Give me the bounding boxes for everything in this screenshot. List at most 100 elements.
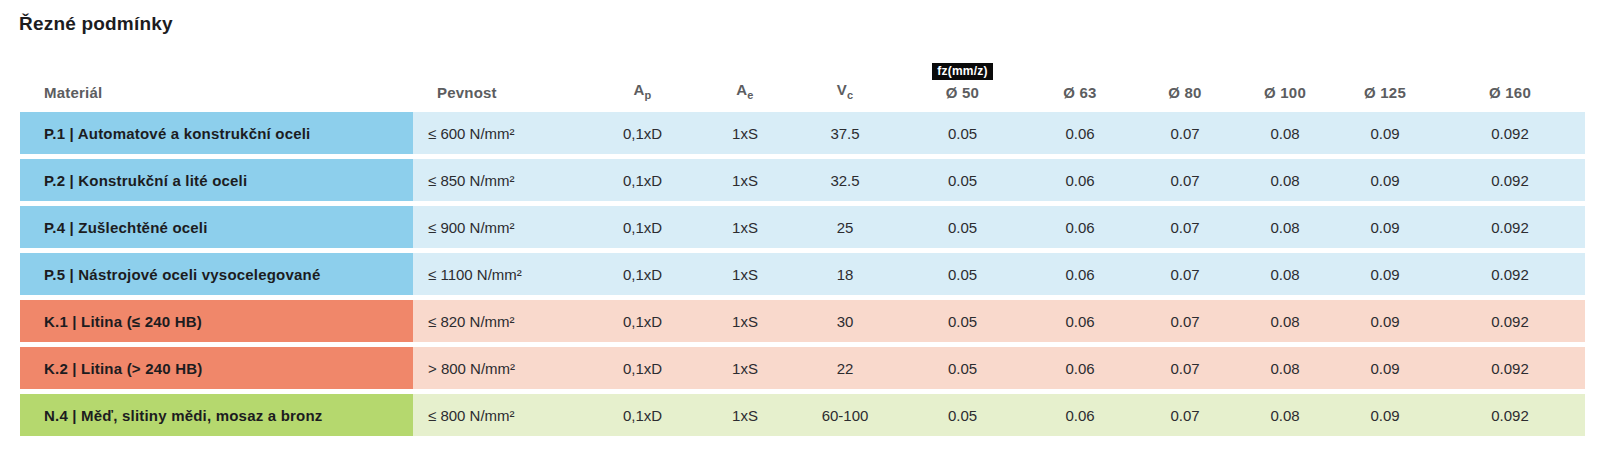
table-row: K.1 | Litina (≤ 240 HB)≤ 820 N/mm²0,1xD1…: [20, 300, 1601, 342]
ae-cell: 1xS: [700, 112, 790, 154]
table-row: P.1 | Automatové a konstrukční oceli≤ 60…: [20, 112, 1601, 154]
column-header-d160: Ø 160: [1489, 84, 1531, 104]
fz-cell: 0.08: [1235, 300, 1335, 342]
vc-cell: 25: [790, 206, 900, 248]
fz-cell: 0.092: [1435, 394, 1585, 436]
ap-sub: p: [645, 89, 652, 101]
fz-cell: 0.092: [1435, 253, 1585, 295]
fz-cell: 0.07: [1135, 159, 1235, 201]
vc-cell: 22: [790, 347, 900, 389]
column-header-pevnost: Pevnost: [413, 84, 497, 104]
fz-cell: 0.08: [1235, 159, 1335, 201]
fz-cell: 0.06: [1025, 206, 1135, 248]
ae-cell: 1xS: [700, 347, 790, 389]
fz-cell: 0.06: [1025, 347, 1135, 389]
fz-cell: 0.07: [1135, 112, 1235, 154]
ap-cell: 0,1xD: [585, 347, 700, 389]
ap-cell: 0,1xD: [585, 300, 700, 342]
column-header-d50: fz(mm/z) Ø 50: [932, 63, 992, 104]
column-header-d63: Ø 63: [1063, 84, 1096, 104]
fz-cell: 0.092: [1435, 159, 1585, 201]
fz-cell: 0.05: [900, 300, 1025, 342]
fz-cell: 0.08: [1235, 112, 1335, 154]
table-row: P.5 | Nástrojové oceli vysocelegované≤ 1…: [20, 253, 1601, 295]
d50-label: Ø 50: [946, 84, 979, 101]
fz-cell: 0.07: [1135, 206, 1235, 248]
fz-cell: 0.09: [1335, 112, 1435, 154]
vc-cell: 30: [790, 300, 900, 342]
page-title: Řezné podmínky: [19, 12, 1601, 36]
vc-cell: 32.5: [790, 159, 900, 201]
fz-cell: 0.08: [1235, 253, 1335, 295]
ae-sub: e: [747, 89, 753, 101]
material-cell: P.4 | Zušlechtěné oceli: [20, 206, 413, 248]
column-header-material: Materiál: [20, 84, 102, 104]
ae-cell: 1xS: [700, 206, 790, 248]
column-header-d100: Ø 100: [1264, 84, 1306, 104]
fz-cell: 0.05: [900, 394, 1025, 436]
vc-cell: 37.5: [790, 112, 900, 154]
fz-cell: 0.06: [1025, 253, 1135, 295]
pevnost-cell: ≤ 600 N/mm²: [413, 112, 585, 154]
fz-cell: 0.06: [1025, 300, 1135, 342]
fz-cell: 0.09: [1335, 347, 1435, 389]
ap-cell: 0,1xD: [585, 253, 700, 295]
fz-cell: 0.09: [1335, 206, 1435, 248]
fz-cell: 0.05: [900, 253, 1025, 295]
fz-cell: 0.07: [1135, 394, 1235, 436]
vc-base: V: [837, 81, 847, 98]
table-row: N.4 | Měď, slitiny mědi, mosaz a bronz≤ …: [20, 394, 1601, 436]
table-row: K.2 | Litina (> 240 HB)> 800 N/mm²0,1xD1…: [20, 347, 1601, 389]
column-header-ap: Ap: [634, 81, 652, 104]
vc-sub: c: [847, 89, 853, 101]
fz-cell: 0.092: [1435, 112, 1585, 154]
fz-unit-badge: fz(mm/z): [932, 63, 992, 80]
ap-cell: 0,1xD: [585, 112, 700, 154]
material-cell: P.1 | Automatové a konstrukční oceli: [20, 112, 413, 154]
fz-cell: 0.08: [1235, 206, 1335, 248]
fz-cell: 0.06: [1025, 394, 1135, 436]
fz-cell: 0.07: [1135, 253, 1235, 295]
material-cell: P.2 | Konstrukční a lité oceli: [20, 159, 413, 201]
fz-cell: 0.09: [1335, 253, 1435, 295]
column-header-d125: Ø 125: [1364, 84, 1406, 104]
fz-cell: 0.06: [1025, 159, 1135, 201]
fz-cell: 0.08: [1235, 394, 1335, 436]
pevnost-cell: ≤ 1100 N/mm²: [413, 253, 585, 295]
fz-cell: 0.09: [1335, 300, 1435, 342]
ap-cell: 0,1xD: [585, 159, 700, 201]
material-cell: P.5 | Nástrojové oceli vysocelegované: [20, 253, 413, 295]
ae-cell: 1xS: [700, 159, 790, 201]
vc-cell: 60-100: [790, 394, 900, 436]
ae-cell: 1xS: [700, 300, 790, 342]
fz-cell: 0.05: [900, 159, 1025, 201]
fz-cell: 0.07: [1135, 300, 1235, 342]
ap-cell: 0,1xD: [585, 206, 700, 248]
table-row: P.2 | Konstrukční a lité oceli≤ 850 N/mm…: [20, 159, 1601, 201]
fz-cell: 0.09: [1335, 159, 1435, 201]
ae-cell: 1xS: [700, 394, 790, 436]
pevnost-cell: ≤ 820 N/mm²: [413, 300, 585, 342]
fz-cell: 0.08: [1235, 347, 1335, 389]
fz-cell: 0.092: [1435, 347, 1585, 389]
column-header-d80: Ø 80: [1168, 84, 1201, 104]
material-cell: N.4 | Měď, slitiny mědi, mosaz a bronz: [20, 394, 413, 436]
ae-base: A: [736, 81, 747, 98]
fz-cell: 0.05: [900, 112, 1025, 154]
ap-base: A: [634, 81, 645, 98]
fz-cell: 0.092: [1435, 206, 1585, 248]
pevnost-cell: ≤ 800 N/mm²: [413, 394, 585, 436]
fz-cell: 0.06: [1025, 112, 1135, 154]
fz-cell: 0.092: [1435, 300, 1585, 342]
vc-cell: 18: [790, 253, 900, 295]
pevnost-cell: > 800 N/mm²: [413, 347, 585, 389]
cutting-conditions-page: Řezné podmínky Materiál Pevnost Ap Ae Vc…: [0, 12, 1601, 462]
fz-cell: 0.07: [1135, 347, 1235, 389]
material-cell: K.2 | Litina (> 240 HB): [20, 347, 413, 389]
fz-cell: 0.05: [900, 347, 1025, 389]
ae-cell: 1xS: [700, 253, 790, 295]
fz-cell: 0.05: [900, 206, 1025, 248]
column-header-ae: Ae: [736, 81, 753, 104]
column-header-vc: Vc: [837, 81, 854, 104]
table-header-row: Materiál Pevnost Ap Ae Vc fz(mm/z) Ø 50 …: [20, 58, 1601, 104]
